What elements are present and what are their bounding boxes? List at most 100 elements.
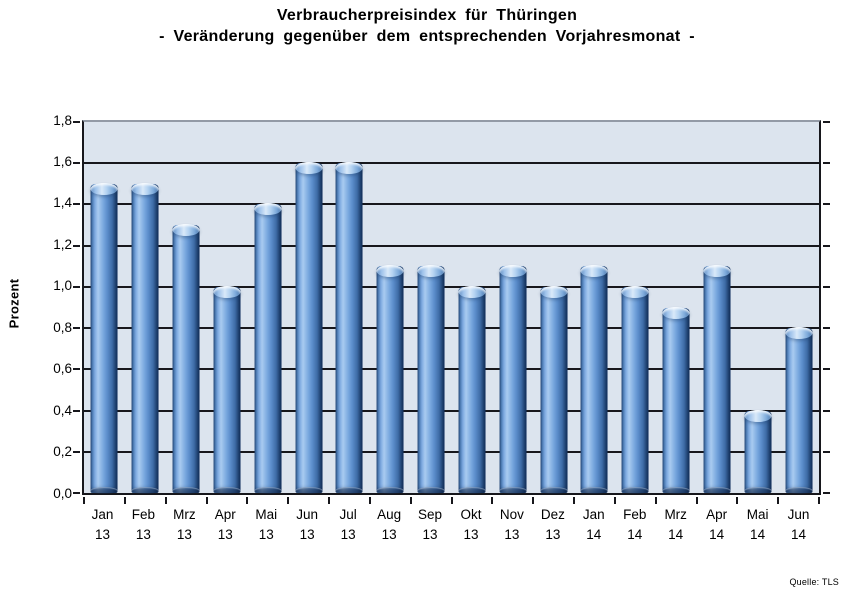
x-tick-label: Sep 13 (418, 505, 442, 545)
gridline-1,0 (84, 285, 819, 288)
y-tick-label: 0,2 (53, 443, 72, 459)
y-tick-label: 0,6 (53, 360, 72, 376)
x-tick-label-month: Dez (540, 507, 565, 522)
gridline-0,4 (84, 409, 819, 412)
y-tick-left (73, 162, 80, 165)
y-tick-left (73, 203, 80, 206)
x-tick-label: Nov 13 (500, 505, 524, 545)
x-tick-label: Okt 13 (460, 505, 481, 545)
x-tick (205, 497, 208, 504)
x-tick-label-year: 14 (709, 527, 725, 542)
x-tick-label-month: Mai (255, 507, 278, 522)
x-tick (613, 497, 616, 504)
bar-aug-13 (376, 265, 404, 494)
x-tick-label: Jul 13 (339, 505, 356, 545)
bar-jan-13 (90, 182, 118, 495)
y-tick-left (73, 244, 80, 247)
x-tick-label-month: Sep (418, 507, 443, 522)
y-tick-right (823, 203, 830, 206)
x-tick (818, 497, 820, 504)
x-tick-label: Feb 14 (623, 505, 646, 545)
y-tick-label: 1,2 (53, 236, 72, 252)
x-tick-label: Mai 13 (255, 505, 277, 545)
x-tick (409, 497, 412, 504)
bar-mai-14 (744, 409, 772, 495)
x-tick-label: Mai 14 (747, 505, 769, 545)
x-tick-label-year: 13 (422, 527, 438, 542)
x-tick-label-year: 13 (258, 527, 274, 542)
bar-jun-13 (295, 162, 323, 494)
x-tick-label: Jun 14 (788, 505, 810, 545)
x-tick-label-month: Jun (787, 507, 810, 522)
y-tick-label: 1,0 (53, 278, 72, 294)
x-tick-label: Aug 13 (377, 505, 401, 545)
y-tick-right (823, 409, 830, 412)
bar-feb-14 (621, 285, 649, 495)
gridline-1,4 (84, 203, 819, 206)
x-tick-label: Jun 13 (296, 505, 318, 545)
y-tick-right (823, 368, 830, 371)
x-tick (532, 497, 535, 504)
x-tick-label: Mrz 13 (173, 505, 196, 545)
y-tick-left (73, 327, 80, 330)
chart-title: Verbraucherpreisindex für Thüringen - Ve… (0, 5, 854, 47)
chart-title-line1: Verbraucherpreisindex für Thüringen (276, 7, 578, 24)
y-tick-label: 1,4 (53, 195, 72, 211)
x-tick-label: Feb 13 (132, 505, 155, 545)
y-tick-left (73, 409, 80, 412)
x-tick-label-month: Jul (339, 507, 357, 522)
x-tick-label: Apr 14 (706, 505, 727, 545)
x-tick (246, 497, 249, 504)
bar-apr-13 (213, 285, 241, 495)
gridline-1,2 (84, 244, 819, 247)
x-tick-label-month: Jun (296, 507, 319, 522)
x-tick (695, 497, 698, 504)
x-tick-label-year: 13 (340, 527, 356, 542)
x-tick-label: Jan 14 (583, 505, 605, 545)
x-tick-label-year: 13 (504, 527, 520, 542)
x-tick-label-year: 13 (94, 527, 110, 542)
x-tick (573, 497, 575, 504)
bar-okt-13 (458, 285, 486, 495)
y-tick-right (823, 244, 830, 247)
y-tick-left (73, 450, 80, 453)
x-tick-label-year: 13 (135, 527, 151, 542)
x-tick (328, 497, 330, 504)
x-tick-label-month: Feb (623, 507, 647, 522)
bar-jun-14 (785, 327, 813, 494)
y-tick-label: 0,8 (53, 319, 72, 335)
x-tick-label: Dez 13 (541, 505, 565, 545)
x-tick (736, 497, 739, 504)
y-tick-left (73, 492, 80, 494)
x-tick-label-year: 13 (463, 527, 479, 542)
y-tick-right (823, 327, 830, 330)
y-tick-right (823, 492, 830, 494)
y-tick-right (823, 121, 830, 123)
x-tick (123, 497, 126, 504)
x-tick-label: Jan 13 (92, 505, 114, 545)
x-tick-label-month: Mrz (173, 507, 196, 522)
x-tick-label: Apr 13 (215, 505, 236, 545)
x-tick-label: Mrz 14 (664, 505, 687, 545)
y-axis-tick-labels: 0,0 0,2 0,4 0,6 0,8 1,0 1,2 1,4 1,6 1,8 (34, 113, 72, 499)
chart-title-line2: - Veränderung gegenüber dem entsprechend… (159, 28, 695, 45)
gridline-0,2 (84, 450, 819, 453)
bar-apr-14 (703, 265, 731, 494)
x-tick-label-month: Apr (214, 507, 236, 522)
y-tick-left (73, 368, 80, 371)
x-tick (368, 497, 371, 504)
bar-dez-13 (540, 285, 568, 495)
bar-mai-13 (254, 203, 282, 494)
x-tick-label-month: Apr (706, 507, 728, 522)
x-tick-label-year: 13 (545, 527, 561, 542)
y-tick-label: 1,6 (53, 153, 72, 169)
gridline-0,6 (84, 368, 819, 371)
bar-mrz-14 (662, 306, 690, 494)
gridline-0,8 (84, 327, 819, 330)
x-tick-label-year: 13 (299, 527, 315, 542)
bar-nov-13 (499, 265, 527, 494)
x-tick (450, 497, 453, 504)
y-tick-label: 0,4 (53, 402, 72, 418)
x-tick (654, 497, 657, 504)
